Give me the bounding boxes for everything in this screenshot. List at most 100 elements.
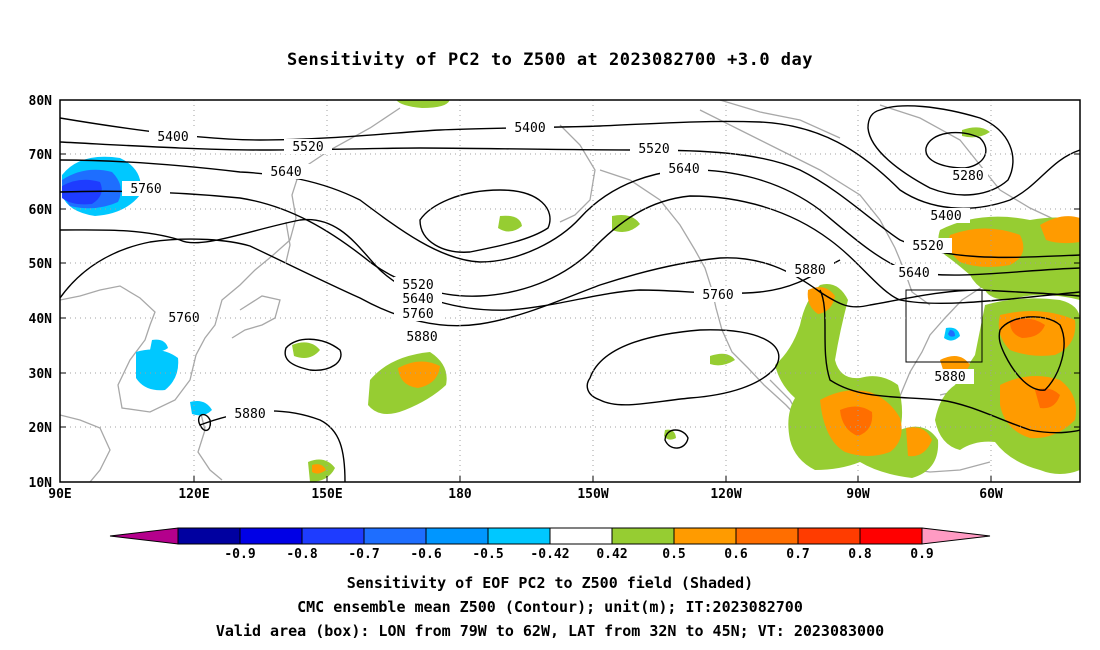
lon-label: 90W bbox=[846, 487, 870, 502]
lon-label: 60W bbox=[979, 487, 1003, 502]
lon-label: 90E bbox=[48, 487, 71, 502]
contour-label: 5520 bbox=[904, 238, 952, 254]
colorbar-label: -0.9 bbox=[224, 547, 255, 562]
colorbar-label: 0.9 bbox=[910, 547, 933, 562]
contour-label: 5880 bbox=[926, 369, 974, 385]
svg-text:5520: 5520 bbox=[402, 278, 433, 293]
contour-label: 5280 bbox=[948, 168, 988, 184]
contour-label: 5400 bbox=[506, 120, 554, 136]
svg-text:5520: 5520 bbox=[292, 140, 323, 155]
longitude-labels: 90E 120E 150E 180 150W 120W 90W 60W bbox=[48, 487, 1003, 502]
contour-label: 5880 bbox=[786, 262, 834, 278]
chart-title: Sensitivity of PC2 to Z500 at 2023082700… bbox=[286, 50, 813, 70]
contour-label: 5640 bbox=[660, 161, 708, 177]
shading-positive bbox=[292, 100, 1080, 482]
lat-label: 60N bbox=[29, 203, 53, 218]
colorbar-segment bbox=[797, 527, 861, 545]
colorbar-label: -0.42 bbox=[530, 547, 569, 562]
coastlines bbox=[60, 100, 1080, 482]
contour-label: 5520 bbox=[630, 141, 678, 157]
lat-label: 70N bbox=[29, 148, 53, 163]
z500-contours bbox=[60, 105, 1080, 482]
svg-text:5400: 5400 bbox=[930, 209, 961, 224]
contour-label: 5520 bbox=[284, 139, 332, 155]
colorbar-label: -0.5 bbox=[472, 547, 503, 562]
colorbar-label: 0.42 bbox=[596, 547, 627, 562]
axis-ticks bbox=[60, 99, 1080, 483]
svg-text:5640: 5640 bbox=[402, 292, 433, 307]
contour-label: 5760 bbox=[394, 306, 442, 322]
colorbar-segment bbox=[549, 527, 613, 545]
colorbar-segment bbox=[425, 527, 489, 545]
colorbar-label: 0.8 bbox=[848, 547, 872, 562]
lat-label: 30N bbox=[29, 367, 53, 382]
lat-label: 40N bbox=[29, 312, 53, 327]
contour-label: 5640 bbox=[394, 291, 442, 307]
colorbar-label: -0.6 bbox=[410, 547, 441, 562]
svg-text:5760: 5760 bbox=[702, 288, 733, 303]
svg-text:5520: 5520 bbox=[638, 142, 669, 157]
lon-label: 150E bbox=[311, 487, 342, 502]
contour-label: 5640 bbox=[890, 265, 938, 281]
map-frame bbox=[59, 99, 1081, 483]
lon-label: 120E bbox=[178, 487, 209, 502]
map-plot-area: 5280 5400 5400 5400 5520 5520 5520 5520 … bbox=[60, 100, 1080, 482]
valid-area-box bbox=[905, 289, 983, 363]
colorbar-label: 0.7 bbox=[786, 547, 809, 562]
lon-label: 120W bbox=[710, 487, 741, 502]
contour-label: 5400 bbox=[149, 129, 197, 145]
colorbar-segment bbox=[859, 527, 923, 545]
svg-text:5760: 5760 bbox=[402, 307, 433, 322]
lat-label: 50N bbox=[29, 257, 53, 272]
svg-text:5400: 5400 bbox=[514, 121, 545, 136]
svg-text:5400: 5400 bbox=[157, 130, 188, 145]
colorbar-segment bbox=[921, 527, 991, 545]
svg-text:5640: 5640 bbox=[668, 162, 699, 177]
contour-label: 5760 bbox=[694, 287, 742, 303]
colorbar-segment bbox=[177, 527, 241, 545]
contour-label: 5520 bbox=[394, 277, 442, 293]
colorbar bbox=[109, 527, 991, 545]
colorbar-segment bbox=[363, 527, 427, 545]
contour-label: 5400 bbox=[922, 208, 970, 224]
svg-text:5880: 5880 bbox=[934, 370, 965, 385]
caption-line-2: CMC ensemble mean Z500 (Contour); unit(m… bbox=[297, 598, 803, 616]
lon-label: 150W bbox=[577, 487, 608, 502]
contour-label: 5880 bbox=[398, 329, 446, 345]
svg-text:5640: 5640 bbox=[270, 165, 301, 180]
colorbar-label: 0.5 bbox=[662, 547, 685, 562]
colorbar-segment bbox=[301, 527, 365, 545]
svg-text:5760: 5760 bbox=[130, 182, 161, 197]
contour-label: 5760 bbox=[160, 310, 208, 326]
latitude-labels: 80N 70N 60N 50N 40N 30N 20N 10N bbox=[29, 94, 53, 491]
lat-label: 80N bbox=[29, 94, 53, 109]
svg-text:5880: 5880 bbox=[234, 407, 265, 422]
colorbar-segment bbox=[611, 527, 675, 545]
lon-label: 180 bbox=[448, 487, 472, 502]
colorbar-segment bbox=[239, 527, 303, 545]
colorbar-segment bbox=[735, 527, 799, 545]
contour-label: 5880 bbox=[226, 406, 274, 422]
contour-label: 5640 bbox=[262, 164, 310, 180]
contour-labels: 5280 5400 5400 5400 5520 5520 5520 5520 … bbox=[122, 120, 988, 422]
colorbar-label: -0.7 bbox=[348, 547, 379, 562]
lat-label: 20N bbox=[29, 421, 53, 436]
svg-text:5760: 5760 bbox=[168, 311, 199, 326]
contour-label: 5760 bbox=[122, 181, 170, 197]
svg-text:5880: 5880 bbox=[794, 263, 825, 278]
svg-text:5520: 5520 bbox=[912, 239, 943, 254]
lat-label: 10N bbox=[29, 476, 53, 491]
colorbar-label: 0.6 bbox=[724, 547, 748, 562]
caption-line-1: Sensitivity of EOF PC2 to Z500 field (Sh… bbox=[346, 574, 754, 592]
colorbar-segment bbox=[109, 527, 179, 545]
svg-text:5880: 5880 bbox=[406, 330, 437, 345]
colorbar-labels: -0.9 -0.8 -0.7 -0.6 -0.5 -0.42 0.42 0.5 0.6 0.7 0.… bbox=[224, 547, 933, 562]
svg-text:5640: 5640 bbox=[898, 266, 929, 281]
svg-text:5280: 5280 bbox=[952, 169, 983, 184]
colorbar-segment bbox=[673, 527, 737, 545]
caption-line-3: Valid area (box): LON from 79W to 62W, L… bbox=[215, 622, 885, 640]
colorbar-label: -0.8 bbox=[286, 547, 317, 562]
graticule bbox=[60, 100, 1080, 482]
colorbar-segment bbox=[487, 527, 551, 545]
